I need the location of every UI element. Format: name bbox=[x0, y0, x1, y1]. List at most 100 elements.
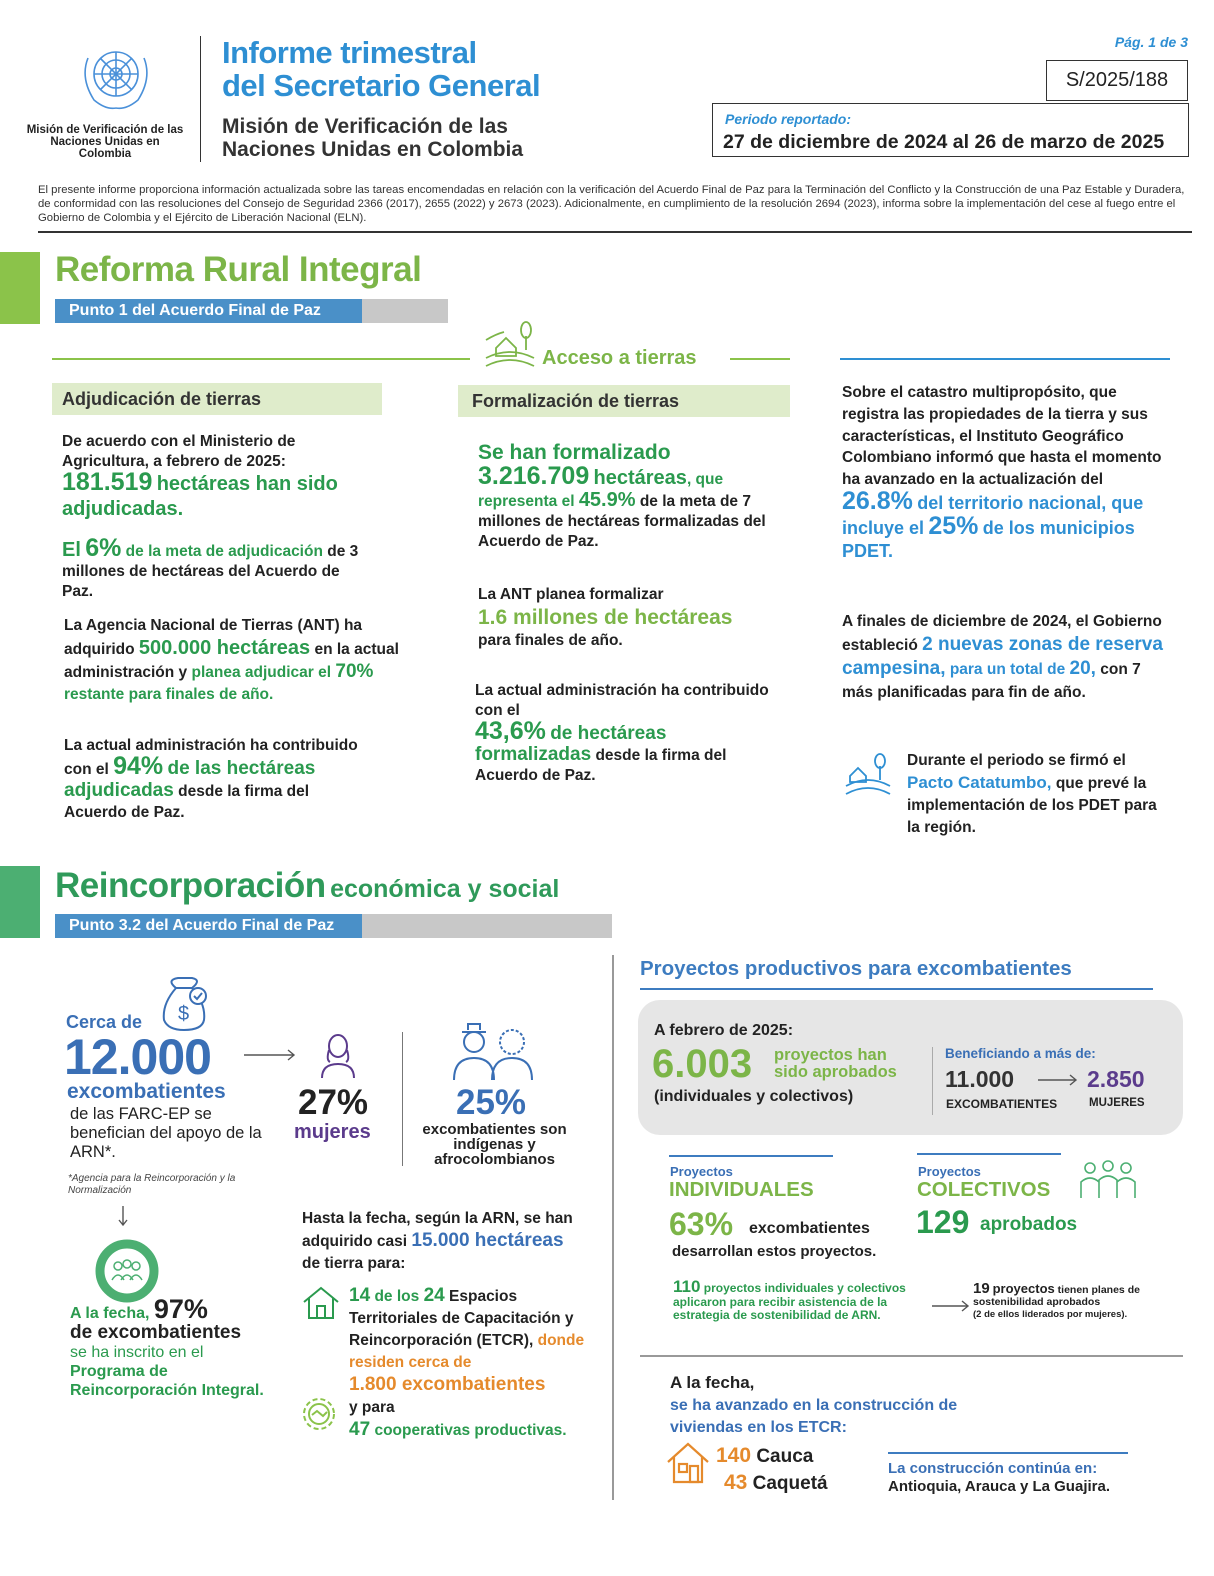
text: aprobados bbox=[980, 1214, 1078, 1235]
divider bbox=[402, 1032, 403, 1166]
period-box: Periodo reportado: 27 de diciembre de 20… bbox=[712, 103, 1189, 157]
shape bbox=[667, 1442, 709, 1484]
rule bbox=[640, 988, 1153, 990]
woman-icon bbox=[321, 1034, 355, 1079]
text: INDIVIDUALES bbox=[669, 1178, 814, 1201]
rule bbox=[888, 1452, 1128, 1454]
text-run: 26.8% bbox=[842, 486, 913, 515]
paragraph: La actual administración ha contribuido … bbox=[475, 681, 775, 786]
logo-caption: Misión de Verificación de las Naciones U… bbox=[26, 124, 184, 160]
shape: $ bbox=[162, 977, 207, 1032]
text-run: en la actual administración y bbox=[64, 641, 399, 681]
text-run: Sobre el catastro multipropósito, que re… bbox=[842, 384, 1162, 489]
title: Informe trimestral del Secretario General bbox=[222, 36, 541, 102]
text-run: A la fecha, bbox=[70, 1305, 150, 1322]
text-run: 15.000 hectáreas bbox=[411, 1230, 564, 1251]
shape bbox=[849, 766, 867, 783]
text-run: 43,6% bbox=[475, 717, 546, 745]
rule bbox=[730, 358, 790, 360]
section-title: Reincorporación económica y social bbox=[55, 866, 559, 906]
text-run: 25% bbox=[928, 511, 979, 540]
text-run: 500.000 hectáreas bbox=[138, 637, 311, 659]
text-run: 45.9% bbox=[578, 489, 636, 511]
text-run: cooperativas productivas. bbox=[374, 1422, 567, 1439]
text-run: Se han formalizado bbox=[478, 441, 671, 464]
village-icon bbox=[845, 753, 891, 795]
stat: 25% bbox=[456, 1083, 527, 1122]
text-run: 6% bbox=[85, 534, 122, 562]
people-icon bbox=[1080, 1160, 1136, 1198]
shape bbox=[111, 1259, 143, 1281]
text-run: 2 nuevas zonas de reserva campesina, bbox=[842, 634, 1163, 679]
text-run: restante para finales de año. bbox=[64, 686, 274, 703]
housing-list: 140 Cauca 43 Caquetá bbox=[716, 1443, 828, 1497]
text: (individuales y colectivos) bbox=[654, 1088, 854, 1105]
paragraph: La ANT planea formalizar 1.6 millones de … bbox=[478, 585, 788, 651]
text-run: 181.519 bbox=[62, 468, 153, 496]
text-run: de los municipios PDET. bbox=[842, 517, 1135, 561]
stat-label: excombatientes son indígenas y afrocolom… bbox=[422, 1121, 567, 1168]
rule bbox=[840, 358, 1170, 360]
text-run: planea adjudicar el bbox=[191, 664, 332, 681]
text-run: Periodo reportado: bbox=[725, 111, 852, 127]
point-bar: Punto 1 del Acuerdo Final de Paz bbox=[55, 299, 362, 323]
text-run: 1.6 millones de hectáreas bbox=[478, 606, 733, 629]
shape bbox=[303, 1286, 339, 1319]
text-run: El bbox=[62, 539, 81, 561]
text-run: se ha inscrito en el bbox=[70, 1344, 204, 1361]
stat-label: mujeres bbox=[294, 1121, 371, 1143]
text-run: A la fecha, bbox=[670, 1373, 755, 1392]
text-run: desde la firma del Acuerdo de Paz. bbox=[64, 783, 310, 821]
paragraph: Sobre el catastro multipropósito, que re… bbox=[842, 382, 1162, 563]
shape bbox=[453, 1023, 495, 1081]
shape bbox=[1120, 1162, 1132, 1174]
text-run: La ANT planea formalizar bbox=[478, 586, 664, 603]
text-run: A finales de diciembre de 2024, el Gobie… bbox=[842, 613, 1162, 654]
text-run: de la meta de 7 millones de hectáreas fo… bbox=[478, 493, 766, 550]
text-run: De acuerdo con el Ministerio de Agricult… bbox=[62, 433, 296, 470]
shape bbox=[485, 351, 535, 367]
text-run: que prevé la implementación de los PDET … bbox=[907, 775, 1157, 836]
big-number: 12.000 bbox=[64, 1029, 212, 1085]
text-run: de tierra para: bbox=[302, 1255, 406, 1272]
text-run: y para bbox=[349, 1399, 395, 1416]
section-title: Reforma Rural Integral bbox=[55, 250, 422, 289]
arrow bbox=[244, 1049, 296, 1061]
shape bbox=[99, 57, 133, 91]
column-heading: Formalización de tierras bbox=[458, 385, 790, 417]
text-run: , que representa el bbox=[478, 471, 724, 510]
text: La construcción continúa en: bbox=[888, 1460, 1098, 1477]
shape bbox=[495, 336, 517, 357]
section-bar bbox=[0, 866, 40, 938]
shape bbox=[688, 1464, 700, 1484]
house-icon bbox=[303, 1286, 339, 1319]
text: Cerca de bbox=[66, 1012, 143, 1032]
shape bbox=[485, 331, 505, 341]
shape bbox=[303, 1286, 339, 1319]
text-run: La Agencia Nacional de Tierras (ANT) ha … bbox=[64, 617, 363, 658]
shape bbox=[1080, 1175, 1136, 1198]
line: 43 Caquetá bbox=[716, 1470, 828, 1497]
text-run: (2 de ellos liderados por mujeres). bbox=[973, 1309, 1128, 1320]
paragraph: La actual administración ha contribuido … bbox=[64, 735, 364, 823]
text-run: Caquetá bbox=[752, 1473, 828, 1494]
paragraph: La Agencia Nacional de Tierras (ANT) ha … bbox=[64, 615, 399, 706]
text: proyectos han sido aprobados bbox=[774, 1046, 897, 1081]
rule bbox=[917, 1153, 1061, 1155]
topic: Acceso a tierras bbox=[542, 347, 697, 369]
shape bbox=[845, 779, 891, 795]
shape bbox=[1038, 1074, 1078, 1086]
text-run: La actual administración ha contribuido … bbox=[475, 682, 769, 719]
text: Proyectos bbox=[670, 1164, 733, 1179]
shape bbox=[328, 1034, 348, 1058]
text-run: Naciones Unidas en Colombia bbox=[222, 138, 524, 161]
rule bbox=[38, 231, 1192, 233]
shape bbox=[1084, 1162, 1096, 1174]
text-run: 110 bbox=[673, 1277, 701, 1296]
panel-title: Proyectos productivos para excombatiente… bbox=[640, 957, 1072, 980]
shape bbox=[453, 1023, 533, 1081]
shape bbox=[84, 57, 148, 110]
big-number: 6.003 bbox=[652, 1042, 753, 1086]
point-bar: Punto 3.2 del Acuerdo Final de Paz bbox=[55, 914, 362, 938]
